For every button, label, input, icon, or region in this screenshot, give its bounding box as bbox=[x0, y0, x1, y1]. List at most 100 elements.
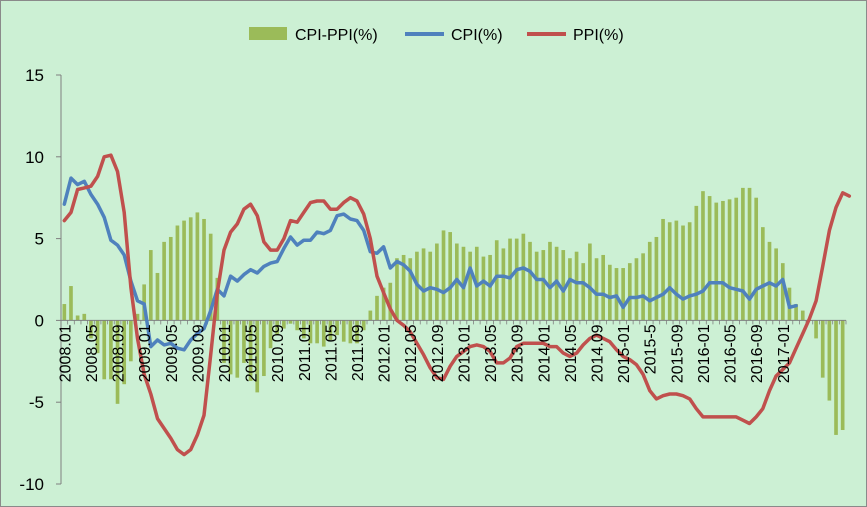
bar bbox=[568, 258, 572, 321]
x-tick-label: 2016-05 bbox=[723, 324, 740, 383]
bar bbox=[148, 250, 153, 321]
bar bbox=[661, 218, 665, 321]
axes: -10 -5 0 5 10 15 bbox=[19, 66, 847, 494]
bar bbox=[95, 320, 100, 354]
bar bbox=[282, 320, 286, 329]
line-series bbox=[62, 153, 852, 457]
bar bbox=[162, 241, 166, 321]
bar bbox=[501, 248, 506, 321]
legend-label: PPI(%) bbox=[573, 27, 624, 44]
bar bbox=[295, 320, 299, 331]
bar bbox=[89, 320, 93, 339]
y-tick-label: 15 bbox=[25, 66, 44, 85]
bar bbox=[534, 251, 539, 321]
bar bbox=[727, 199, 732, 321]
bar bbox=[734, 197, 739, 321]
bar bbox=[275, 320, 280, 336]
bar bbox=[408, 258, 413, 321]
bar bbox=[321, 320, 326, 347]
bar bbox=[135, 313, 140, 321]
bar bbox=[115, 320, 120, 404]
bar bbox=[627, 263, 632, 321]
bar bbox=[574, 251, 579, 321]
bar bbox=[481, 256, 486, 321]
bar bbox=[62, 304, 67, 321]
bar bbox=[355, 320, 359, 344]
x-tick-label: 2015-5 bbox=[643, 324, 660, 374]
x-tick-label: 2014.01 bbox=[536, 324, 553, 382]
bar bbox=[521, 233, 526, 321]
bar bbox=[202, 218, 206, 321]
y-tick-label: -10 bbox=[19, 475, 44, 494]
bar bbox=[548, 241, 552, 321]
x-tick-label: 2009.01 bbox=[137, 324, 154, 382]
x-tick-label: 2012.01 bbox=[377, 324, 394, 382]
bar bbox=[421, 248, 426, 321]
bar bbox=[834, 320, 838, 435]
legend-label: CPI(%) bbox=[451, 27, 503, 44]
bar bbox=[641, 253, 645, 321]
bar bbox=[701, 191, 705, 321]
bar bbox=[228, 320, 233, 375]
bar bbox=[654, 236, 659, 321]
x-tick-label: 2013.01 bbox=[456, 324, 473, 382]
bar bbox=[594, 258, 599, 321]
y-tick-label: 5 bbox=[35, 230, 44, 249]
series-line-cpi- bbox=[62, 176, 798, 352]
x-tick-label: 2010.01 bbox=[217, 324, 234, 382]
bar bbox=[255, 320, 260, 393]
bar bbox=[69, 286, 73, 321]
bar bbox=[315, 320, 319, 344]
x-tick-label: 2011.05 bbox=[323, 324, 340, 381]
bar bbox=[840, 320, 845, 431]
x-tick-label: 2016-09 bbox=[749, 324, 766, 383]
bar bbox=[687, 222, 692, 321]
bar bbox=[75, 315, 80, 321]
bar bbox=[794, 304, 798, 321]
bar bbox=[800, 310, 805, 321]
bar bbox=[155, 272, 160, 321]
x-tick-label: 2015-01 bbox=[616, 324, 633, 383]
bar bbox=[468, 251, 472, 321]
bar bbox=[188, 217, 193, 321]
x-tick-label: 2011.01 bbox=[297, 324, 314, 381]
y-tick-label: -5 bbox=[29, 393, 44, 412]
bar bbox=[268, 320, 273, 349]
bar bbox=[262, 320, 266, 377]
bar bbox=[647, 241, 652, 321]
bar bbox=[514, 238, 519, 321]
x-tick-label: 2012.05 bbox=[403, 324, 420, 382]
bar bbox=[827, 320, 832, 401]
bar bbox=[494, 240, 499, 321]
bar bbox=[341, 320, 346, 342]
bar bbox=[288, 320, 293, 324]
bar bbox=[721, 200, 725, 321]
bar bbox=[375, 295, 379, 321]
bar bbox=[222, 320, 226, 363]
bar bbox=[235, 320, 240, 378]
bar bbox=[634, 258, 639, 321]
bar bbox=[168, 236, 173, 321]
bar bbox=[195, 212, 200, 321]
bar bbox=[694, 205, 699, 321]
bar bbox=[328, 320, 333, 341]
bar bbox=[674, 220, 679, 321]
bar bbox=[102, 320, 107, 380]
bar bbox=[541, 250, 546, 321]
bar bbox=[754, 197, 759, 321]
y-tick-label: 10 bbox=[25, 148, 44, 167]
x-tick-label: 2008.05 bbox=[84, 324, 101, 382]
x-tick-label: 2014.09 bbox=[590, 324, 607, 382]
bar bbox=[82, 313, 87, 321]
bar bbox=[528, 241, 532, 321]
bar bbox=[381, 287, 386, 321]
bar bbox=[820, 320, 825, 378]
x-tick-label: 2017-01 bbox=[776, 324, 793, 383]
x-tick-label: 2013.09 bbox=[510, 324, 527, 382]
x-tick-label: 2009.05 bbox=[164, 324, 181, 382]
bar bbox=[621, 268, 625, 321]
x-tick-label: 2011.09 bbox=[350, 324, 367, 381]
bar bbox=[248, 320, 253, 381]
